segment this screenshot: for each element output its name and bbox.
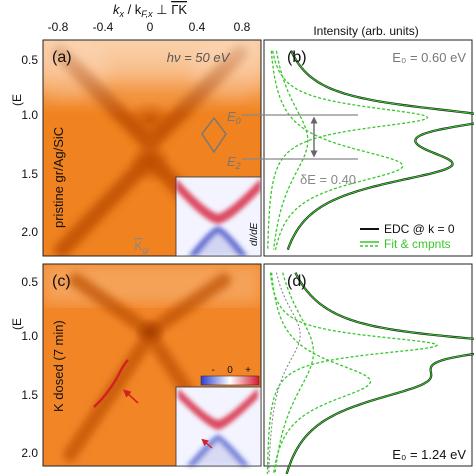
panel-a: (a) hν = 50 eV pristine gr/Ag/SiC Kgr dI…	[42, 39, 262, 257]
panel-c-frame	[42, 263, 262, 467]
fit-component-1	[266, 272, 439, 474]
panel-d-frame	[263, 263, 473, 467]
panel-b: (b) E₀ = 0.60 eV E0 E2 δE = 0.40 EDC @ k…	[201, 39, 474, 257]
delta-e-label: δE = 0.40	[300, 172, 356, 187]
panel-c: (c) K dosed (7 min) - 0 +	[42, 263, 262, 467]
colorbar-minus: -	[211, 365, 214, 376]
panel-b-frame	[263, 39, 473, 257]
red-arrow-icon	[123, 389, 139, 404]
legend-edc: EDC @ k = 0	[384, 222, 455, 236]
red-band-trace	[93, 359, 129, 408]
panel-d: (d) E₀ = 1.24 eV	[263, 263, 474, 474]
fit-component-2	[270, 272, 372, 474]
legend-fit: Fit & cmpnts	[384, 237, 451, 251]
diamond-bz-icon	[201, 116, 227, 154]
top-tick-label: 0.4	[189, 20, 206, 34]
right-axis-header: Intensity (arb. units)	[313, 24, 418, 38]
panel-d-e0-label: E₀ = 1.24 eV	[392, 447, 466, 462]
fit-component-3	[274, 272, 315, 474]
top-axis-title: kx / kF,x ⊥ ΓK	[113, 2, 187, 19]
fit-component-1	[267, 50, 429, 250]
colorbar: - 0 +	[200, 365, 260, 386]
top-axis: kx / kF,x ⊥ ΓK -0.8 -0.4 0 0.4 0.8	[48, 2, 251, 44]
photon-energy-label: hν = 50 eV	[167, 50, 231, 65]
top-tick-label: 0.8	[234, 20, 251, 34]
fit-curve-b	[287, 50, 474, 250]
left-tick-label: 2.0	[21, 225, 38, 239]
pristine-sample-label: pristine gr/Ag/SiC	[51, 127, 66, 228]
panel-c-tag: (c)	[52, 273, 71, 290]
left-tick-label: 1.5	[21, 167, 38, 181]
left-tick-label: 1.5	[21, 388, 38, 402]
k-dosed-sample-label: K dosed (7 min)	[51, 320, 66, 412]
legend: EDC @ k = 0 Fit & cmpnts	[360, 222, 455, 251]
panel-b-e0-label: E₀ = 0.60 eV	[392, 50, 466, 65]
e2-marker-label: E2	[227, 154, 241, 171]
panel-d-tag: (d)	[287, 273, 307, 290]
panel-a-tag: (a)	[52, 49, 72, 66]
top-tick-label: -0.4	[93, 20, 114, 34]
panel-c-inset	[175, 386, 262, 467]
fit-curve-d	[286, 272, 474, 474]
top-tick-label: 0	[147, 20, 154, 34]
inset-didE-label: dI/dE	[249, 222, 260, 246]
left-tick-label: 2.0	[21, 446, 38, 460]
edc-curves-b	[267, 50, 474, 251]
left-ylabel-top: (E	[10, 94, 24, 106]
edc-curves-d	[266, 272, 474, 474]
fit-component-grey	[268, 272, 301, 474]
colorbar-plus: +	[245, 365, 251, 376]
k-gr-label: Kgr	[134, 239, 149, 255]
panel-b-tag: (b)	[287, 49, 307, 66]
top-tick-label: -0.8	[48, 20, 69, 34]
panel-a-frame	[42, 39, 262, 257]
colorbar-zero: 0	[227, 365, 233, 376]
left-tick-label: 1.0	[21, 108, 38, 122]
left-tick-label: 1.0	[21, 329, 38, 343]
inset-red-arrow-icon	[201, 438, 213, 449]
left-tick-label: 0.5	[21, 53, 38, 67]
panel-a-inset: dI/dE	[175, 176, 262, 257]
fit-component-2	[270, 50, 404, 250]
fit-component-3	[273, 50, 309, 250]
left-tick-labels: 0.5 1.0 1.5 2.0 0.5 1.0 1.5 2.0	[21, 53, 38, 460]
left-tick-label: 0.5	[21, 275, 38, 289]
left-ylabel-bottom: (E	[10, 318, 24, 330]
e0-marker-label: E0	[227, 109, 241, 126]
